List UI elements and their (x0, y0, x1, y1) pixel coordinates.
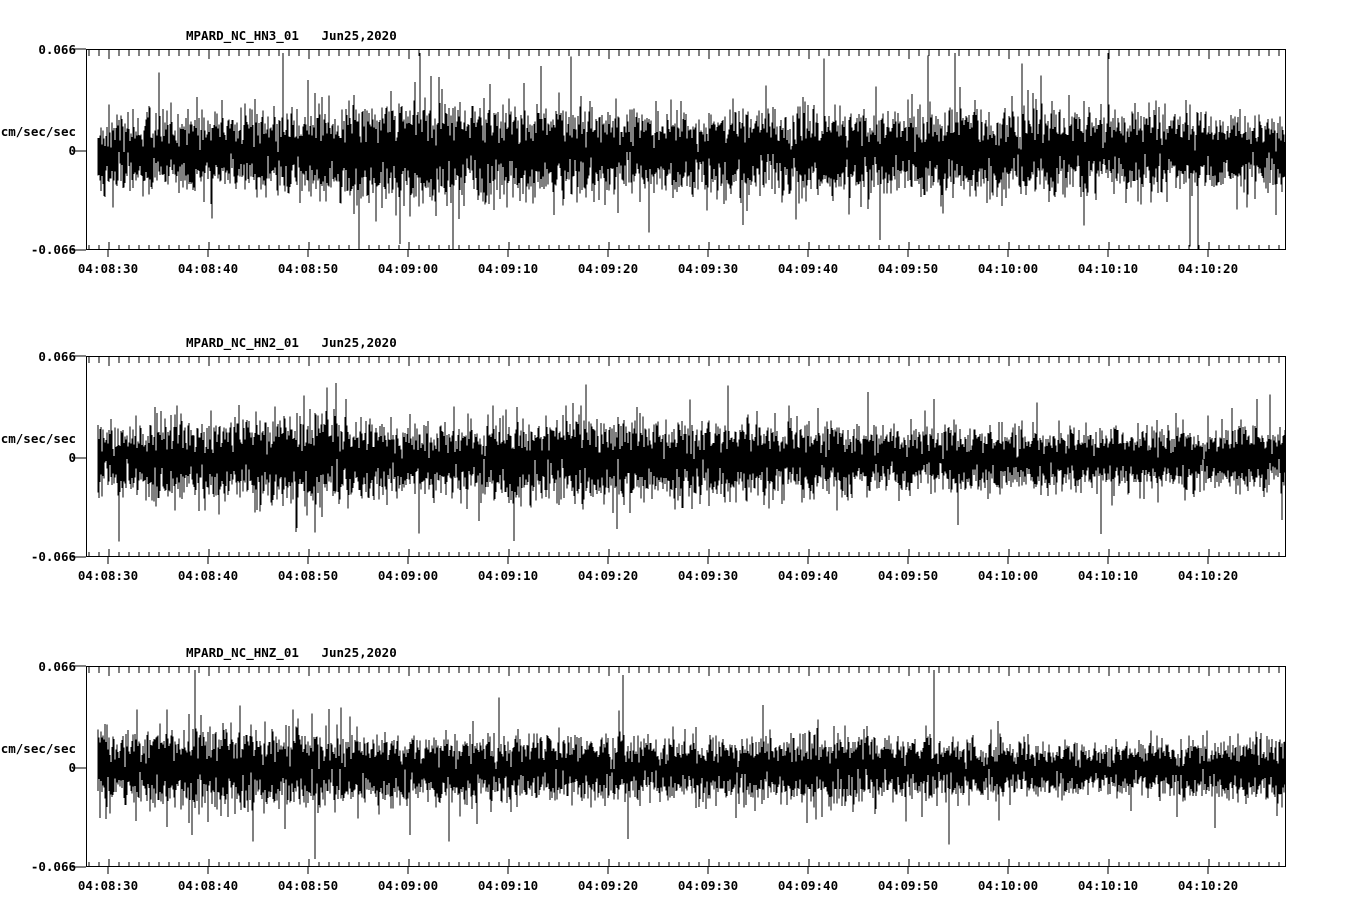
y-axis-max-label: 0.066 (38, 42, 76, 57)
plot-frame (86, 356, 1286, 557)
plot-frame (86, 49, 1286, 250)
x-axis-tick-label: 04:09:50 (877, 878, 939, 893)
x-axis-tick-label: 04:08:40 (177, 568, 239, 583)
x-axis-tick-label: 04:09:20 (577, 568, 639, 583)
panel-title: MPARD_NC_HN2_01 Jun25,2020 (186, 335, 397, 350)
x-axis-tick-label: 04:09:10 (477, 878, 539, 893)
waveform-trace (97, 53, 1285, 249)
x-axis-tick-label: 04:09:50 (877, 261, 939, 276)
x-axis-tick-label: 04:08:50 (277, 568, 339, 583)
x-axis-tick-label: 04:08:50 (277, 878, 339, 893)
panel-title: MPARD_NC_HNZ_01 Jun25,2020 (186, 645, 397, 660)
x-axis-tick-label: 04:09:10 (477, 568, 539, 583)
x-axis-tick-label: 04:09:30 (677, 878, 739, 893)
y-axis-zero-label: 0 (68, 760, 76, 775)
x-axis-tick-label: 04:08:30 (77, 878, 139, 893)
y-axis-unit-label: cm/sec/sec (0, 124, 76, 139)
x-axis-tick-label: 04:08:40 (177, 878, 239, 893)
x-axis-tick-label: 04:10:20 (1177, 261, 1239, 276)
x-axis-tick-label: 04:10:10 (1077, 568, 1139, 583)
x-axis-tick-label: 04:08:50 (277, 261, 339, 276)
x-axis-tick-label: 04:08:30 (77, 261, 139, 276)
x-axis-tick-label: 04:09:20 (577, 878, 639, 893)
y-axis-min-label: -0.066 (30, 242, 76, 257)
x-axis-tick-label: 04:09:30 (677, 568, 739, 583)
x-axis-tick-label: 04:09:00 (377, 878, 439, 893)
x-axis-tick-label: 04:09:10 (477, 261, 539, 276)
x-axis-tick-label: 04:09:40 (777, 878, 839, 893)
x-axis-tick-label: 04:10:00 (977, 878, 1039, 893)
y-axis-min-label: -0.066 (30, 859, 76, 874)
panel-title: MPARD_NC_HN3_01 Jun25,2020 (186, 28, 397, 43)
x-axis-tick-label: 04:10:00 (977, 261, 1039, 276)
x-axis-tick-label: 04:09:30 (677, 261, 739, 276)
waveform-trace (97, 383, 1285, 542)
x-axis-tick-label: 04:09:50 (877, 568, 939, 583)
x-axis-tick-label: 04:10:10 (1077, 878, 1139, 893)
x-axis-tick-label: 04:09:40 (777, 568, 839, 583)
x-axis-tick-label: 04:08:40 (177, 261, 239, 276)
x-axis-tick-label: 04:10:20 (1177, 568, 1239, 583)
x-axis-tick-label: 04:10:00 (977, 568, 1039, 583)
x-axis-tick-label: 04:10:20 (1177, 878, 1239, 893)
y-axis-min-label: -0.066 (30, 549, 76, 564)
x-axis-tick-label: 04:09:20 (577, 261, 639, 276)
y-axis-unit-label: cm/sec/sec (0, 431, 76, 446)
y-axis-max-label: 0.066 (38, 349, 76, 364)
x-axis-tick-label: 04:09:00 (377, 261, 439, 276)
x-axis-tick-label: 04:08:30 (77, 568, 139, 583)
y-axis-unit-label: cm/sec/sec (0, 741, 76, 756)
x-axis-tick-label: 04:09:00 (377, 568, 439, 583)
plot-frame (86, 666, 1286, 867)
y-axis-zero-label: 0 (68, 143, 76, 158)
x-axis-tick-label: 04:09:40 (777, 261, 839, 276)
y-axis-max-label: 0.066 (38, 659, 76, 674)
x-axis-tick-label: 04:10:10 (1077, 261, 1139, 276)
waveform-trace (97, 670, 1285, 859)
y-axis-zero-label: 0 (68, 450, 76, 465)
